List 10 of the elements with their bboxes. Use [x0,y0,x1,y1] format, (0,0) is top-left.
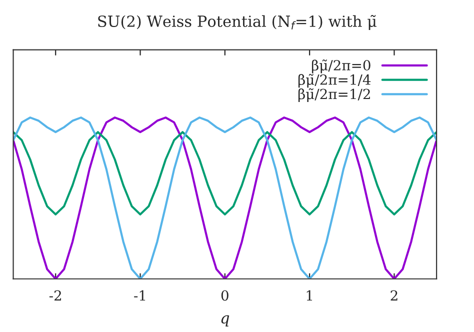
x-tick-label: -2 [49,290,61,301]
x-tick-label: 0 [221,290,228,301]
legend-label: βμ̃/2π=1/2 [298,88,370,102]
legend-label: βμ̃/2π=0 [312,60,370,74]
x-tick-label: 2 [390,290,398,301]
x-tick-label: -1 [134,290,146,301]
x-axis-title: q [221,315,230,327]
x-tick-label: 1 [306,290,312,301]
chart-title: SU(2) Weiss Potential (N$_{f}$=1) with μ̃ [98,14,376,30]
legend-label: βμ̃/2π=1/4 [298,74,371,88]
